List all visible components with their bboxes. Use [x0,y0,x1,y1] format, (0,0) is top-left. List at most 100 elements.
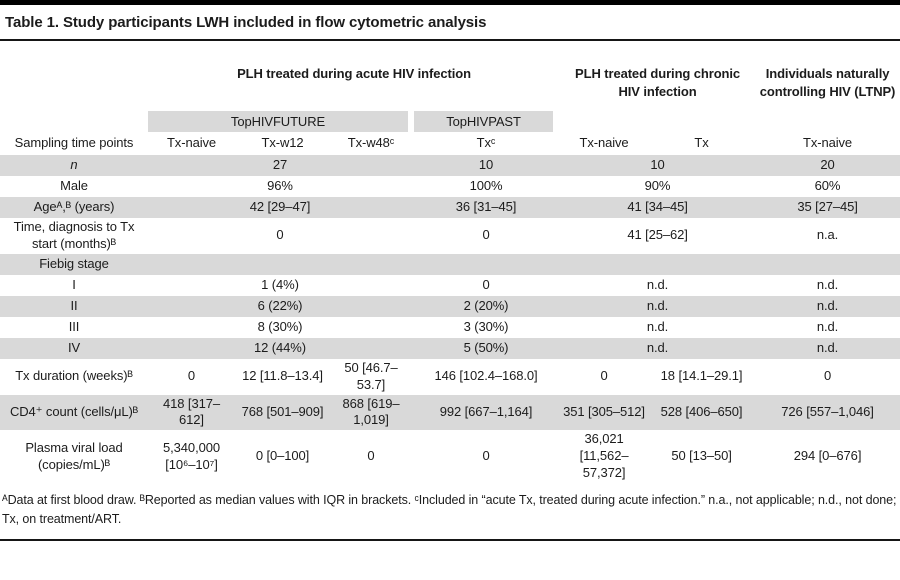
table-cell: n.a. [816,227,839,243]
table-cell: n.d. [816,276,839,292]
group-header-ltnp: Individuals naturally controlling HIV (L… [759,66,896,99]
table-row: III 8 (30%) 3 (30%) n.d. n.d. [0,317,900,338]
table-cell: 36 [31–45] [412,197,561,218]
table-cell: 5 (50%) [412,337,561,359]
subgroup-tophivpast: TopHIVPAST [414,110,554,132]
row-label: IV [0,337,148,359]
table-row: I 1 (4%) 0 n.d. n.d. [0,275,900,296]
table-cell: 528 [406–650] [648,394,756,431]
table-cell: 5,340,000 [10⁶–10⁷] [163,439,220,472]
table-cell: 50 [13–50] [671,448,732,464]
table-cell: 0 [0–100] [255,448,310,464]
table-cell: 12 (44%) [148,337,412,359]
row-label: n [0,155,148,176]
table-cell [412,253,561,275]
table-row: n 27 10 10 20 [0,155,900,176]
table-cell: n.d. [560,295,756,317]
column-header-tx-naive-ltnp: Tx-naive [803,135,853,151]
table-cell: 36,021 [11,562–57,372] [579,431,629,481]
row-label: Plasma viral load (copies/mL)ᴮ [25,439,123,472]
table-cell: 146 [102.4–168.0] [434,368,538,384]
table-row: Male 96% 100% 90% 60% [0,176,900,197]
table-cell: 768 [501–909] [235,394,330,431]
table-cell [148,253,412,275]
row-label: I [72,276,76,292]
subgroup-tophivpast-cell: TopHIVPAST [412,110,560,132]
column-header-tx-chronic: Tx [694,135,709,151]
row-label: Ageᴬ,ᴮ (years) [0,197,148,218]
table-cell [755,253,900,275]
table-cell: 418 [317–612] [148,394,235,431]
table-cell: 6 (22%) [148,295,412,317]
row-label: Fiebig stage [0,253,148,275]
table-row: Time, diagnosis to Tx start (months)ᴮ 0 0 4… [0,218,900,254]
row-label: Time, diagnosis to Tx start (months)ᴮ [13,219,135,251]
empty-cell [560,110,900,132]
table-cell: n.d. [646,318,669,334]
bottom-divider [0,538,900,541]
table-cell: n.d. [816,318,839,334]
top-divider [0,0,900,5]
table-cell: 60% [814,178,841,194]
table-cell: 10 [412,155,561,176]
empty-corner-cell [0,60,148,110]
table-cell: 3 (30%) [463,318,509,334]
table-cell: n.d. [646,276,669,292]
table-cell: 2 (20%) [412,295,561,317]
table-cell: n.d. [755,295,900,317]
table-cell: 42 [29–47] [148,197,412,218]
subgroup-header-row: TopHIVFUTURE TopHIVPAST [0,110,900,132]
participants-table: PLH treated during acute HIV infection P… [0,60,900,483]
table-row: Ageᴬ,ᴮ (years) 42 [29–47] 36 [31–45] 41 [34… [0,197,900,218]
table-cell: 96% [267,178,293,194]
table-cell [560,253,756,275]
table-cell: 726 [557–1,046] [755,394,900,431]
table-cell: 35 [27–45] [755,197,900,218]
table-cell: 41 [34–45] [560,197,756,218]
row-label: III [68,318,80,334]
row-label: Male [60,178,88,194]
row-label: Tx duration (weeks)ᴮ [15,368,133,384]
table-cell: 0 [482,448,490,464]
column-header-row: Sampling time points Tx-naive Tx-w12 Tx-… [0,132,900,155]
table-cell: 0 [600,368,608,384]
table-cell: 27 [148,155,412,176]
title-divider [0,39,900,41]
table-cell: 12 [11.8–13.4] [242,368,323,384]
group-header-row: PLH treated during acute HIV infection P… [0,60,900,110]
table-cell: 0 [823,368,832,384]
table-cell: 18 [14.1–29.1] [660,368,743,384]
row-label: CD4⁺ count (cells/μL)ᴮ [0,394,148,431]
table-cell: 0 [187,368,196,384]
table-cell: 294 [0–676] [793,448,862,464]
table-row: Plasma viral load (copies/mL)ᴮ 5,340,000 … [0,430,900,483]
column-header-tx-past: Txᶜ [476,135,496,151]
table-cell: 10 [560,155,756,176]
table-cell: 90% [644,178,671,194]
table-cell: 50 [46.7–53.7] [344,359,398,392]
table-row: II 6 (22%) 2 (20%) n.d. n.d. [0,295,900,317]
column-header-tx-w48: Tx-w48ᶜ [347,135,395,151]
table-cell: 41 [25–62] [627,227,688,243]
table-cell: 100% [469,178,503,194]
group-header-acute: PLH treated during acute HIV infection [237,66,471,81]
column-header-tx-naive-acute: Tx-naive [166,135,217,151]
row-label: II [0,295,148,317]
table-row: Fiebig stage [0,253,900,275]
table-title: Table 1. Study participants LWH included… [5,14,487,31]
table-cell: 20 [755,155,900,176]
table-cell: 992 [667–1,164] [412,394,561,431]
table-cell: 868 [619–1,019] [330,394,412,431]
column-header-tx-naive-chronic: Tx-naive [579,135,629,151]
table-body: n 27 10 10 20 Male 96% 100% 90% 60% Ageᴬ,ᴮ (years)… [0,155,900,483]
table-cell: 351 [305–512] [560,394,649,431]
subgroup-tophivfuture: TopHIVFUTURE [148,110,408,132]
subgroup-tophivfuture-cell: TopHIVFUTURE [148,110,412,132]
group-header-chronic: PLH treated during chronic HIV infection [575,66,741,99]
table-row: IV 12 (44%) 5 (50%) n.d. n.d. [0,337,900,359]
table-row: CD4⁺ count (cells/μL)ᴮ 418 [317–612] 768 [… [0,394,900,431]
table-row: Tx duration (weeks)ᴮ 0 12 [11.8–13.4] 50 [4… [0,359,900,395]
table-cell: 8 (30%) [257,318,303,334]
table-cell: 0 [276,227,284,243]
